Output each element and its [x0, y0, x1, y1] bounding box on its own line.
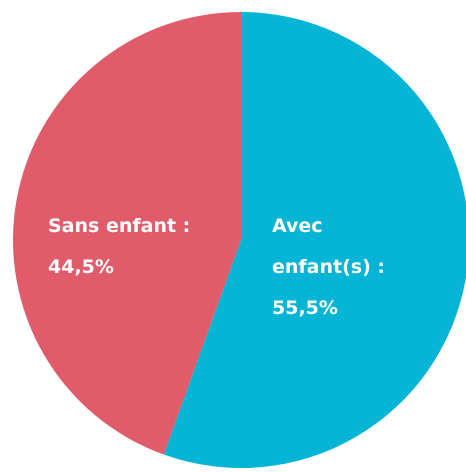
slice-label: Sans enfant : 44,5% [48, 206, 248, 288]
pie-slice [13, 12, 242, 455]
category-label: Avec enfant(s) : [272, 215, 385, 278]
category-label: Sans enfant : [48, 215, 191, 237]
value-label: 44,5% [48, 256, 114, 278]
slice-label: Avec enfant(s) : 55,5% [272, 206, 402, 329]
value-label: 55,5% [272, 297, 338, 319]
pie-slice [163, 12, 466, 468]
